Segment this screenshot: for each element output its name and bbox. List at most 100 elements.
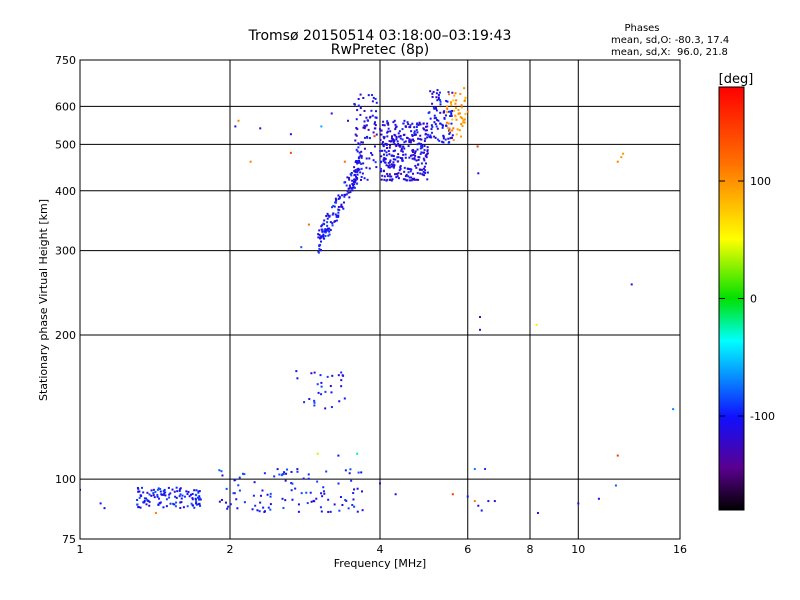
data-point (408, 140, 411, 143)
data-point (348, 184, 351, 187)
data-point (337, 208, 340, 211)
data-point (402, 145, 405, 148)
data-point (375, 110, 378, 113)
data-point (185, 490, 188, 493)
data-point (385, 164, 388, 167)
data-point (320, 492, 323, 495)
data-point (360, 141, 363, 144)
data-point (379, 138, 382, 141)
data-point (194, 498, 197, 501)
data-point (346, 119, 349, 122)
data-point (266, 493, 269, 496)
data-point (433, 121, 436, 124)
data-point (413, 157, 416, 160)
data-point (320, 385, 323, 388)
data-point (417, 124, 420, 127)
data-point (399, 134, 402, 137)
data-point (414, 164, 417, 167)
data-point (359, 155, 362, 158)
data-point (347, 507, 350, 510)
data-point (411, 157, 414, 160)
data-point (322, 486, 325, 489)
data-point (156, 493, 159, 496)
data-point (367, 94, 370, 97)
data-point (394, 493, 397, 496)
data-point (143, 499, 146, 502)
data-point (393, 133, 396, 136)
data-point (356, 150, 359, 153)
data-point (422, 151, 425, 154)
data-point (392, 121, 395, 124)
data-point (433, 135, 436, 138)
data-point (419, 147, 422, 150)
data-point (388, 166, 391, 169)
data-point (307, 473, 310, 476)
data-point (425, 156, 428, 159)
data-point (404, 140, 407, 143)
data-point (451, 129, 454, 132)
data-point (388, 178, 391, 181)
data-point (326, 212, 329, 215)
data-point (327, 510, 330, 513)
data-point (136, 486, 139, 489)
data-point (382, 153, 385, 156)
data-point (395, 173, 398, 176)
x-tick-label: 1 (77, 543, 84, 556)
data-point (392, 165, 395, 168)
data-point (259, 494, 262, 497)
data-point (387, 127, 390, 130)
data-point (372, 96, 375, 99)
data-point (422, 170, 425, 173)
data-point (148, 504, 151, 507)
data-point (331, 224, 334, 227)
data-point (331, 222, 334, 225)
data-point (297, 510, 300, 513)
data-point (267, 506, 270, 509)
data-point (379, 482, 381, 485)
data-point (249, 160, 252, 163)
data-point (340, 194, 343, 197)
data-point (337, 482, 340, 485)
data-point (366, 119, 369, 122)
data-point (302, 477, 305, 480)
data-point (441, 124, 444, 127)
data-point (397, 156, 400, 159)
data-point (408, 138, 411, 141)
data-point (466, 110, 469, 113)
data-point (303, 401, 306, 404)
data-point (455, 99, 458, 102)
data-point (374, 161, 377, 164)
data-point (457, 108, 460, 111)
phase-stats-title: Phases (624, 23, 659, 34)
data-point (351, 504, 354, 507)
data-point (373, 145, 376, 148)
data-point (329, 510, 332, 513)
data-point (388, 173, 391, 176)
data-point (436, 89, 439, 92)
y-tick-label: 750 (55, 54, 76, 67)
data-point (614, 484, 617, 487)
data-point (327, 227, 330, 230)
data-point (395, 176, 398, 179)
data-point (484, 468, 487, 471)
data-point (392, 150, 395, 153)
data-point (460, 106, 463, 109)
data-point (349, 468, 352, 471)
data-point (173, 490, 176, 493)
data-point (273, 475, 276, 478)
data-point (175, 486, 178, 489)
y-tick-label: 200 (55, 329, 76, 342)
data-point (138, 496, 141, 499)
data-point (173, 503, 176, 506)
data-point (153, 496, 156, 499)
data-point (420, 143, 423, 146)
data-point (165, 505, 168, 508)
data-point (450, 112, 453, 115)
data-point (406, 121, 409, 124)
data-point (169, 492, 172, 495)
data-point (306, 502, 309, 505)
data-point (424, 132, 427, 135)
data-point (363, 109, 366, 112)
data-point (409, 170, 412, 173)
data-point (415, 123, 418, 126)
